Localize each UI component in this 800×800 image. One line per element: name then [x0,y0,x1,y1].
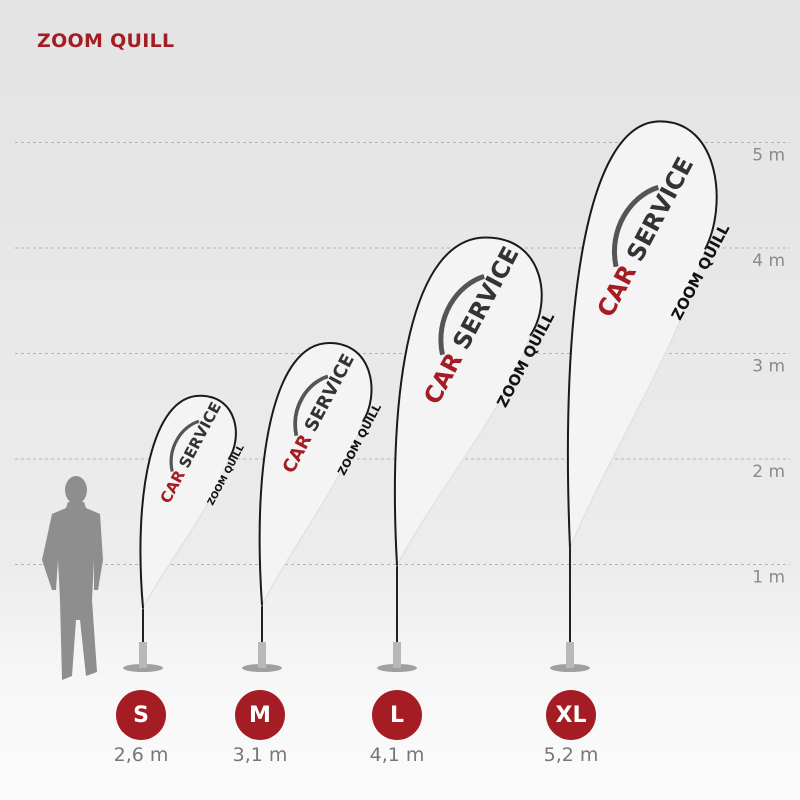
car-logo-icon [293,374,329,437]
size-badge-s: S [116,690,166,740]
size-badge-l: L [372,690,422,740]
flag-frame [566,120,718,549]
flag-base-spike [139,642,147,668]
size-height-s: 2,6 m [113,744,169,766]
scale-label: 3 m [752,357,785,377]
person-silhouette [42,476,103,680]
car-logo-icon [169,419,200,472]
scale-label: 4 m [752,251,785,271]
size-height-m: 3,1 m [232,744,288,766]
flag-base-spike [566,642,574,668]
size-height-l: 4,1 m [369,744,425,766]
car-logo-icon [438,273,485,356]
size-height-xl: 5,2 m [543,744,599,766]
scale-label: 5 m [752,146,785,166]
scale-label: 1 m [752,568,785,588]
flag-frame [258,341,373,606]
scale-label: 2 m [752,462,785,482]
brand-title: ZOOM QUILL [37,30,175,52]
flag-base-spike [393,642,401,668]
flag-frame [393,236,543,566]
size-badge-xl: XL [546,690,596,740]
car-logo-icon [612,184,660,268]
flag-fabric [567,120,718,549]
flag-base-spike [258,642,266,668]
flag-frame [139,394,237,609]
size-badge-m: M [235,690,285,740]
